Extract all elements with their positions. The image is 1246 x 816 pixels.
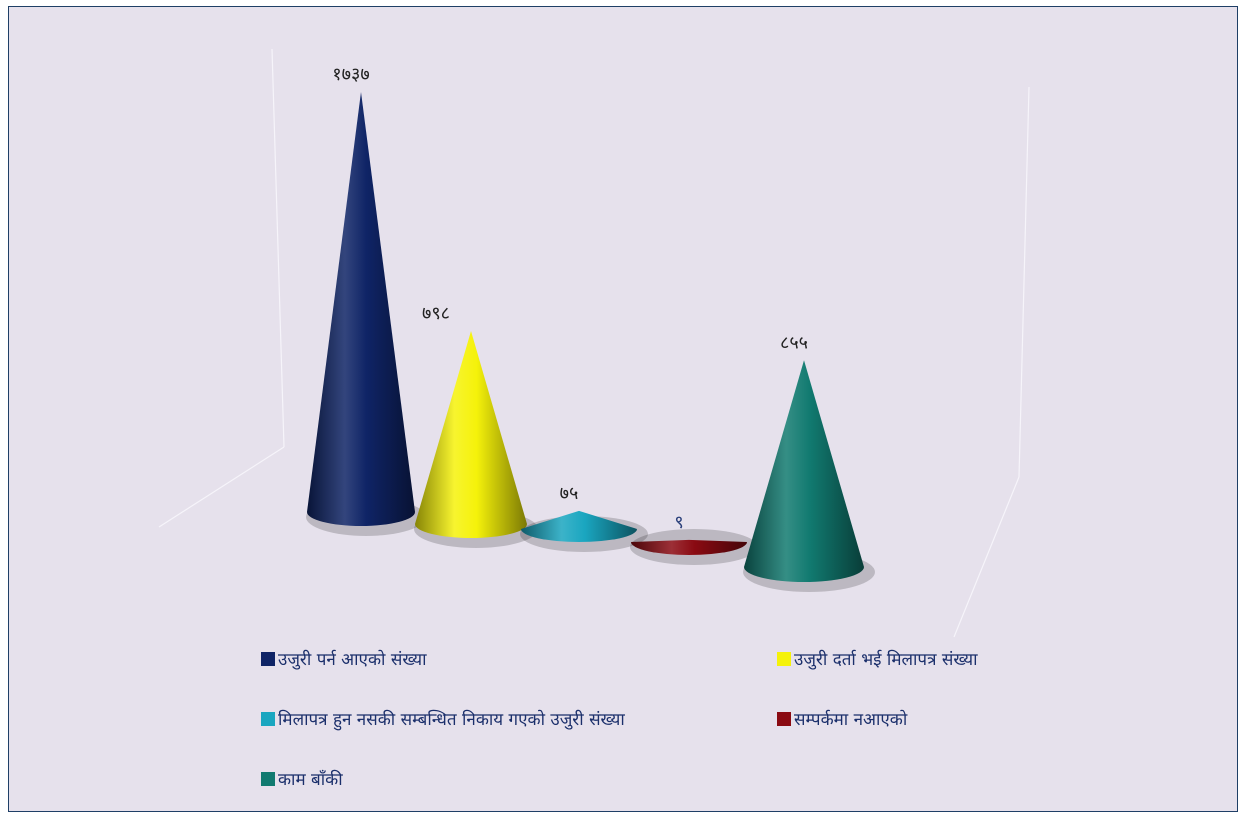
chart-plot: १७३७ ७९८ ७५ ९ ८५५ xyxy=(158,48,1030,638)
bar-2 xyxy=(415,331,527,538)
bar-5 xyxy=(744,360,864,582)
bar-3 xyxy=(521,510,637,542)
data-label-2: ७९८ xyxy=(422,303,450,324)
bar-1 xyxy=(307,92,415,526)
data-label-1: १७३७ xyxy=(332,64,369,85)
chart-frame: १७३७ ७९८ ७५ ९ ८५५ उजुरी पर्न आएको संख्या उजु… xyxy=(8,6,1238,812)
data-label-5: ८५५ xyxy=(780,332,808,353)
data-label-4: ९ xyxy=(674,512,683,533)
box-edge-4 xyxy=(953,476,1020,638)
bar-4 xyxy=(631,539,747,555)
data-label-3: ७५ xyxy=(560,483,579,504)
box-edge-1 xyxy=(271,48,285,448)
box-edge-3 xyxy=(1018,86,1030,478)
box-edge-2 xyxy=(158,446,285,528)
